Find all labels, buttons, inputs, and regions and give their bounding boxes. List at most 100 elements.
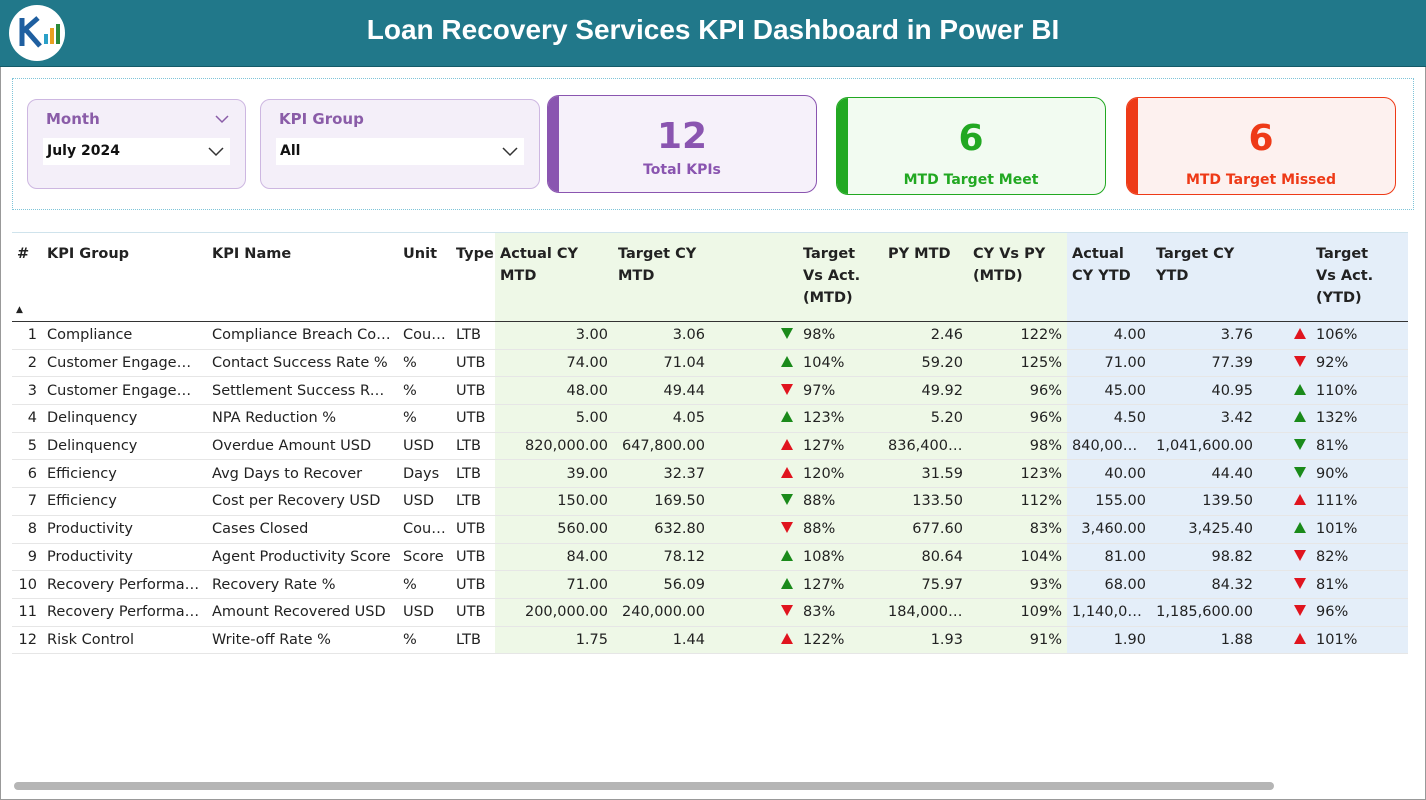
arrow-down bbox=[1294, 356, 1306, 368]
table-cell: LTB bbox=[451, 626, 495, 655]
header-row: # ▲ KPI Group KPI Name Unit Type Actual CY MTD… bbox=[12, 233, 1408, 322]
scrollbar[interactable] bbox=[14, 782, 1274, 790]
status-arrow bbox=[781, 411, 793, 423]
table-cell: 81.00 bbox=[1067, 543, 1151, 572]
table-cell: 122% bbox=[968, 321, 1067, 350]
table-cell: Recovery Performance bbox=[42, 570, 207, 599]
chevron bbox=[215, 115, 229, 124]
table-cell: Delinquency bbox=[42, 404, 207, 433]
column-header: Target CY MTD bbox=[613, 233, 710, 322]
table-cell: 40.00 bbox=[1067, 459, 1151, 489]
table-cell: 200,000.00 bbox=[495, 598, 613, 627]
arrow-down bbox=[1294, 466, 1306, 478]
table-cell: 3.00 bbox=[495, 321, 613, 350]
icon-header bbox=[710, 233, 798, 322]
arrow-down bbox=[1294, 605, 1306, 617]
kpi-table-container: # ▲ KPI Group KPI Name Unit Type Actual CY MTD… bbox=[12, 232, 1408, 783]
table-cell: 49.92 bbox=[883, 376, 968, 406]
table-cell: 3.06 bbox=[613, 321, 710, 350]
table-cell: % bbox=[398, 404, 451, 433]
status-arrow bbox=[781, 522, 793, 534]
table-cell: Compliance bbox=[42, 321, 207, 350]
table-cell: 3,460.00 bbox=[1067, 515, 1151, 544]
table-cell: 560.00 bbox=[495, 515, 613, 544]
column-header: Target Vs Act. (MTD) bbox=[798, 233, 883, 322]
table-cell: 1.90 bbox=[1067, 626, 1151, 655]
table-cell: 98% bbox=[798, 321, 883, 350]
column-header: KPI Name bbox=[207, 233, 398, 322]
column-header: Unit bbox=[398, 233, 451, 322]
table-cell: 101% bbox=[1311, 626, 1388, 655]
table-cell: USD bbox=[398, 598, 451, 627]
table-cell: Settlement Success Rate % bbox=[207, 376, 398, 406]
status-cell bbox=[710, 626, 798, 655]
kpi-card: 6 MTD Target Meet bbox=[836, 97, 1106, 195]
arrow-up bbox=[781, 632, 793, 644]
table-cell: 98% bbox=[968, 432, 1067, 461]
table-cell: Score bbox=[398, 543, 451, 572]
table-cell: Count bbox=[398, 321, 451, 350]
table-cell: 31.59 bbox=[883, 459, 968, 489]
table-row: 3 Customer Engagement Settlement Success R… bbox=[12, 376, 1408, 406]
status-arrow bbox=[781, 632, 793, 644]
table-cell bbox=[1388, 349, 1408, 378]
table-cell: 1.88 bbox=[1151, 626, 1258, 655]
table-row: 10 Recovery Performance Recovery Rate %% UT… bbox=[12, 570, 1408, 599]
arrow-up bbox=[1294, 411, 1306, 423]
card-label: MTD Target Missed bbox=[1185, 172, 1337, 188]
table-cell: 677.60 bbox=[883, 515, 968, 544]
status-cell bbox=[1258, 543, 1311, 572]
table-cell: Efficiency bbox=[42, 487, 207, 516]
status-arrow bbox=[1294, 494, 1306, 506]
table-cell: LTB bbox=[451, 321, 495, 350]
table-cell: 2.46 bbox=[883, 321, 968, 350]
card-value: 6 bbox=[1248, 118, 1274, 159]
table-cell: 3.42 bbox=[1151, 404, 1258, 433]
table-cell: 59.20 bbox=[883, 349, 968, 378]
table-cell: 12 bbox=[12, 626, 42, 655]
table-cell: 74.00 bbox=[495, 349, 613, 378]
table-cell: 82% bbox=[1311, 543, 1388, 572]
table-cell: 5 bbox=[12, 432, 42, 461]
status-arrow bbox=[781, 549, 793, 561]
arrow-down bbox=[781, 328, 793, 340]
table-cell: 96% bbox=[968, 376, 1067, 406]
arrow-down bbox=[781, 494, 793, 506]
table-cell: Count bbox=[398, 515, 451, 544]
table-cell: 120% bbox=[798, 459, 883, 489]
table-cell bbox=[1388, 570, 1408, 599]
slicer-dropdown[interactable]: All bbox=[276, 138, 524, 165]
status-cell bbox=[710, 487, 798, 516]
table-cell: Cases Closed bbox=[207, 515, 398, 544]
table-cell: 48.00 bbox=[495, 376, 613, 406]
table-cell: 104% bbox=[968, 543, 1067, 572]
table-cell: LTB bbox=[451, 432, 495, 461]
month-slicer[interactable]: Month July 2024 bbox=[27, 99, 246, 189]
table-cell: 39.00 bbox=[495, 459, 613, 489]
table-cell: 7 bbox=[12, 487, 42, 516]
chevron bbox=[208, 147, 224, 157]
table-cell: 90% bbox=[1311, 459, 1388, 489]
table-cell: 5.00 bbox=[495, 404, 613, 433]
slicer-dropdown[interactable]: July 2024 bbox=[43, 138, 230, 165]
arrow-up bbox=[1294, 328, 1306, 340]
table-cell: 92% bbox=[1311, 349, 1388, 378]
table-cell: 1 bbox=[12, 321, 42, 350]
slicer-label: KPI Group bbox=[279, 110, 364, 128]
table-cell: 820,000.00 bbox=[495, 432, 613, 461]
table-cell: Agent Productivity Score bbox=[207, 543, 398, 572]
arrow-up bbox=[1294, 383, 1306, 395]
kpi-group-slicer[interactable]: KPI Group All bbox=[260, 99, 540, 189]
status-cell bbox=[710, 404, 798, 433]
card-value: 12 bbox=[656, 116, 708, 157]
table-cell: 98.82 bbox=[1151, 543, 1258, 572]
table-cell: UTB bbox=[451, 570, 495, 599]
status-cell bbox=[1258, 349, 1311, 378]
status-arrow bbox=[781, 439, 793, 451]
table-row: 6 Efficiency Avg Days to Recover Days LTB 39.… bbox=[12, 459, 1408, 489]
status-cell bbox=[710, 321, 798, 350]
icon-header bbox=[1258, 233, 1311, 322]
table-cell bbox=[1388, 487, 1408, 516]
table-cell: LTB bbox=[451, 459, 495, 489]
